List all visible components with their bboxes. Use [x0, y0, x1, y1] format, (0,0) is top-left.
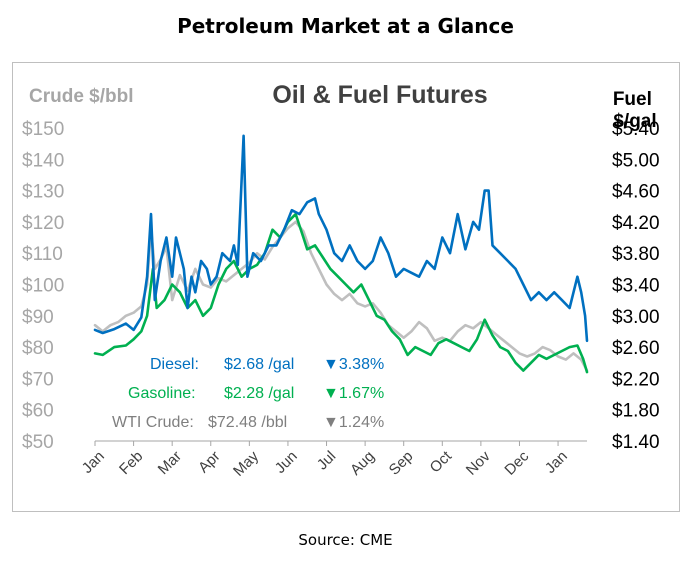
y-right-tick: $4.20: [612, 213, 660, 234]
series-line-gasoline: [93, 212, 589, 374]
diesel-annotation-change: ▼3.38%: [323, 356, 384, 373]
y-right-tick: $1.80: [612, 401, 660, 422]
y-left-tick: $140: [22, 150, 64, 171]
y-right-tick: $5.00: [612, 150, 660, 171]
x-tick-label: Sep: [386, 448, 417, 479]
y-left-tick: $150: [22, 119, 64, 140]
wti-annotation-value: $72.48 /bbl: [208, 414, 287, 431]
series-line-diesel: [93, 134, 589, 343]
y-left-tick: $130: [22, 182, 64, 203]
series-line-wti-crude: [93, 220, 589, 372]
y-right-tick: $1.40: [612, 432, 660, 453]
y-left-tick: $110: [22, 244, 63, 265]
y-left-tick: $60: [22, 401, 54, 422]
chart-title: Oil & Fuel Futures: [272, 81, 487, 109]
page-title: Petroleum Market at a Glance: [177, 14, 514, 38]
diesel-annotation: Diesel: $2.68 /gal ▼3.38%: [150, 356, 384, 373]
y-left-tick-labels: $50 $60 $70 $80 $90 $100 $110 $120 $130 $140 $150: [22, 119, 64, 453]
y-right-tick-labels: $1.40 $1.80 $2.20 $2.60 $3.00 $3.40 $3.80 $4.20…: [612, 119, 660, 453]
y-left-tick: $70: [22, 369, 54, 390]
x-tick-label: Jan: [79, 448, 108, 477]
y-left-tick: $90: [22, 307, 54, 328]
series-lines: [93, 134, 589, 374]
x-tick-label: Oct: [427, 447, 456, 476]
y-right-tick: $5.40: [612, 119, 660, 140]
y-left-tick: $120: [22, 213, 64, 234]
y-right-tick: $2.60: [612, 338, 660, 359]
x-tick-label: Feb: [116, 448, 146, 478]
x-tick-label: May: [230, 447, 262, 479]
y-right-tick: $2.20: [612, 369, 660, 390]
y-right-tick: $4.60: [612, 182, 660, 203]
gasoline-annotation: Gasoline: $2.28 /gal ▼1.67%: [128, 385, 384, 402]
diesel-annotation-label: Diesel:: [150, 356, 199, 373]
x-tick-label: Nov: [463, 447, 494, 478]
y-left-tick: $50: [22, 432, 54, 453]
gasoline-annotation-label: Gasoline:: [128, 385, 196, 402]
gasoline-annotation-change: ▼1.67%: [323, 385, 384, 402]
wti-annotation-change: ▼1.24%: [323, 414, 384, 431]
gasoline-annotation-value: $2.28 /gal: [224, 385, 294, 402]
y-right-tick: $3.00: [612, 307, 660, 328]
x-tick-label: Apr: [195, 448, 224, 477]
y-right-tick: $3.40: [612, 276, 660, 297]
source-note: Source: CME: [298, 531, 393, 549]
y-right-axis-label: Fuel $/gal: [613, 89, 657, 132]
x-tick-label: Jul: [314, 448, 340, 474]
x-tick-label: Mar: [155, 448, 185, 478]
x-tick-label: Jun: [272, 448, 301, 477]
chart-frame: [12, 62, 680, 512]
wti-annotation-label: WTI Crude:: [112, 414, 194, 431]
y-right-tick: $3.80: [612, 244, 660, 265]
y-left-tick: $100: [22, 276, 64, 297]
diesel-annotation-value: $2.68 /gal: [224, 356, 294, 373]
x-tick-label: Jan: [542, 448, 571, 477]
x-tick-labels: Jan Feb Mar Apr May Jun Jul Aug Sep Oct Nov Dec Jan: [79, 441, 571, 480]
wti-annotation: WTI Crude: $72.48 /bbl ▼1.24%: [112, 414, 384, 431]
x-tick-label: Dec: [501, 447, 532, 478]
y-left-axis-label: Crude $/bbl: [29, 86, 134, 107]
y-left-tick: $80: [22, 338, 54, 359]
x-tick-label: Aug: [347, 448, 378, 479]
